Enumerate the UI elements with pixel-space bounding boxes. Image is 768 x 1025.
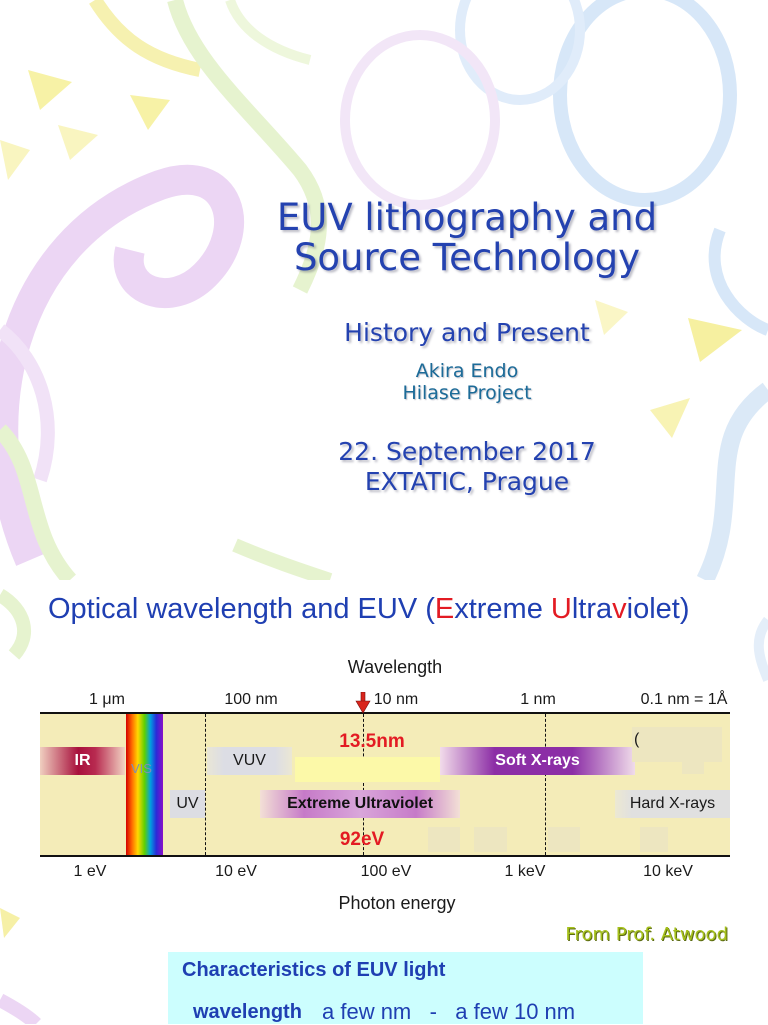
extreme-ultraviolet-band: Extreme Ultraviolet (260, 790, 460, 818)
soft-xray-band: Soft X-rays (440, 747, 635, 775)
characteristics-heading: Characteristics of EUV light (182, 959, 446, 981)
wavelength-tick: 100 nm (224, 691, 278, 708)
slide1-venue: EXTATIC, Prague (364, 467, 570, 496)
vuv-band: VUV (207, 747, 292, 775)
wavelength-tick: 1 nm (520, 691, 556, 708)
hard-xray-band: Hard X-rays (615, 790, 730, 818)
euv-highlight-band (295, 757, 440, 782)
title-segment: Optical wavelength and EUV ( (48, 593, 435, 625)
energy-tick: 1 eV (73, 863, 107, 880)
slide1-title-line1: EUV lithography and (276, 196, 658, 239)
wavelength-axis-label: Wavelength (347, 657, 443, 677)
obscuring-block (640, 827, 668, 852)
soft-xray-band-label: Soft X-rays (495, 752, 580, 769)
obscuring-block (428, 827, 460, 852)
vuv-band-label: VUV (233, 752, 266, 769)
figure-credit: From Prof. Atwood (565, 924, 728, 945)
photon-energy-axis-label: Photon energy (338, 893, 456, 913)
slide1-date: 22. September 2017 (338, 437, 596, 466)
obscuring-block (632, 727, 722, 762)
vis-band-label: VIS (131, 761, 152, 776)
title-segment: xtreme (454, 593, 551, 625)
divider-dashed-line (545, 714, 546, 855)
characteristic-value: a few nm - a few 10 nm (322, 999, 576, 1024)
title-highlight-letter: U (550, 593, 572, 625)
slide1-subtitle: History and Present (344, 318, 590, 347)
uv-band-label: UV (176, 795, 199, 812)
slide1-author: Akira Endo (415, 360, 519, 382)
euv-photon-energy-label: 92eV (339, 829, 385, 850)
title-highlight-letter: E (434, 593, 455, 625)
divider-dashed-line (205, 714, 206, 855)
divider-dashed-line (363, 714, 364, 855)
title-segment: iolet) (626, 593, 690, 625)
title-segment: ltra (571, 593, 613, 625)
obscuring-block (682, 759, 704, 774)
visible-spectrum-bar (126, 714, 163, 855)
wavelength-tick: 10 nm (373, 691, 419, 708)
characteristic-name: wavelength (193, 1001, 302, 1023)
obscured-label-fragment: ( (634, 731, 640, 748)
spectrum-diagram: IR VIS VUV 13.5nm Soft X-rays ( UV Extre… (40, 712, 730, 857)
energy-tick: 10 keV (643, 863, 693, 880)
energy-tick: 100 eV (360, 863, 412, 880)
obscuring-block (548, 827, 580, 852)
uv-band: UV (170, 790, 205, 818)
euv-marker-arrow-icon (355, 692, 371, 714)
euv-band-label: Extreme Ultraviolet (287, 795, 433, 812)
obscuring-block (474, 827, 507, 852)
ir-band-label: IR (74, 752, 91, 769)
ir-band: IR (40, 747, 125, 775)
characteristics-box: Characteristics of EUV light wavelength … (168, 952, 643, 1024)
wavelength-tick: 0.1 nm = 1Å (640, 691, 728, 708)
title-highlight-letter: v (612, 593, 627, 625)
slide2-title: Optical wavelength and EUV (Extreme Ultr… (48, 592, 690, 626)
energy-tick: 1 keV (504, 863, 546, 880)
hard-xray-band-label: Hard X-rays (629, 795, 716, 812)
slide1-affiliation: Hilase Project (402, 382, 532, 404)
energy-tick: 10 eV (215, 863, 257, 880)
wavelength-tick: 1 μm (89, 691, 125, 708)
slide1-title-line2: Source Technology (293, 236, 641, 279)
euv-wavelength-label: 13.5nm (339, 731, 405, 752)
